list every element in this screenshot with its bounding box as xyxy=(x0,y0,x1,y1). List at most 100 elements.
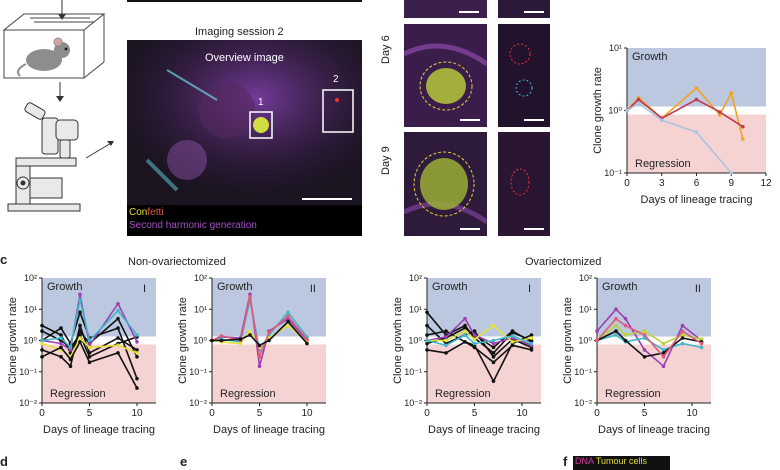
x-axis-label: Days of lineage tracing xyxy=(428,424,540,436)
y-tick-label: 10⁻¹ xyxy=(604,168,622,178)
chart-c-ovx-II: Growth Regression II 10² 10¹ 10⁰ 10⁻¹ 10⁻²0 5 10 D… xyxy=(562,273,711,436)
data-point xyxy=(680,333,685,337)
panel-d-letter: d xyxy=(0,454,8,469)
x-tick-label: 5 xyxy=(257,408,263,419)
growth-band xyxy=(212,278,326,337)
data-point xyxy=(257,343,262,348)
data-point xyxy=(463,340,467,344)
growth-label: Growth xyxy=(632,51,667,63)
data-point xyxy=(623,323,628,328)
data-point xyxy=(699,337,704,342)
y-tick-label: 10² xyxy=(24,273,37,283)
data-point xyxy=(267,330,271,335)
overview-label: Overview image xyxy=(205,52,284,64)
overview-image: Overview image 1 2 Confetti Second harmo… xyxy=(127,40,362,236)
tile-day3-a xyxy=(404,0,487,18)
day6-text: Day 6 xyxy=(380,35,392,64)
data-point xyxy=(78,298,82,302)
data-point xyxy=(729,171,734,175)
data-point xyxy=(444,335,448,339)
data-point xyxy=(680,336,685,340)
chart-c-nonovx-I: Growth Regression I 10² 10¹ 10⁰ 10⁻¹ 10⁻²0 5 10 Da… xyxy=(7,273,156,436)
series-line xyxy=(212,320,308,347)
regression-label: Regression xyxy=(435,388,491,400)
x-tick-label: 10 xyxy=(301,408,313,419)
x-tick-label: 5 xyxy=(642,408,648,419)
panel-f-header: DNA Tumour cells xyxy=(573,456,670,470)
growth-label: Growth xyxy=(217,281,252,293)
non-ovx-title: Non-ovariectomized xyxy=(128,256,226,268)
data-point xyxy=(642,348,647,352)
panel-roman: I xyxy=(143,283,146,295)
data-point xyxy=(699,341,704,346)
panel-roman: II xyxy=(310,283,316,295)
x-tick-label: 0 xyxy=(209,408,215,419)
tile-day3-b xyxy=(498,0,550,18)
data-point xyxy=(257,355,262,359)
y-tick-label: 10⁻¹ xyxy=(189,367,207,377)
data-point xyxy=(219,338,224,343)
data-point xyxy=(78,310,82,315)
data-point xyxy=(642,329,647,333)
region-box-2 xyxy=(322,89,354,133)
y-tick-label: 10¹ xyxy=(579,304,592,314)
data-point xyxy=(491,351,496,355)
data-point xyxy=(642,355,647,359)
y-axis-label: Clone growth rate xyxy=(392,297,404,384)
data-point xyxy=(78,336,82,340)
data-point xyxy=(59,355,63,359)
data-point xyxy=(636,101,641,106)
regression-band xyxy=(212,344,326,403)
y-tick-label: 10⁻¹ xyxy=(404,367,422,377)
data-point xyxy=(491,379,496,383)
f-dna-label: DNA xyxy=(575,456,594,466)
data-point xyxy=(116,316,120,321)
y-tick-label: 10⁰ xyxy=(23,336,37,346)
data-point xyxy=(40,348,44,352)
y-tick-label: 10² xyxy=(409,273,422,283)
growth-label: Growth xyxy=(602,281,637,293)
chart-c-ovx-I: Growth Regression I 10² 10¹ 10⁰ 10⁻¹ 10⁻²0 5 10 Da… xyxy=(392,273,541,436)
x-tick-label: 0 xyxy=(594,408,600,419)
panel-roman: II xyxy=(695,283,701,295)
x-axis-label: Days of lineage tracing xyxy=(43,424,155,436)
x-tick-label: 3 xyxy=(659,178,665,189)
y-axis-label: Clone growth rate xyxy=(592,67,604,154)
panel-f-letter: f xyxy=(563,454,568,469)
data-point xyxy=(623,338,628,343)
x-tick-label: 10 xyxy=(686,408,698,419)
regression-label: Regression xyxy=(50,388,106,400)
data-point xyxy=(135,340,139,344)
regression-band xyxy=(627,114,766,173)
data-point xyxy=(40,355,44,359)
mouse-icon xyxy=(17,37,70,77)
data-point xyxy=(694,97,699,102)
y-tick-label: 10⁰ xyxy=(408,336,422,346)
data-point xyxy=(444,338,448,343)
data-point xyxy=(623,316,628,321)
x-tick-label: 0 xyxy=(424,408,430,419)
y-tick-label: 10⁻² xyxy=(189,398,207,408)
data-point xyxy=(116,326,120,330)
box2-label: 2 xyxy=(333,74,339,85)
data-point xyxy=(305,341,309,346)
y-axis-label: Clone growth rate xyxy=(7,297,19,384)
data-point xyxy=(661,355,666,359)
y-tick-label: 10⁻² xyxy=(404,398,422,408)
data-point xyxy=(59,341,63,346)
growth-band xyxy=(627,48,766,107)
data-point xyxy=(491,360,496,365)
chart-b-right: Growth Regression 10¹ 10⁰ 10⁻¹0 3 6 9 12 Days of … xyxy=(592,43,772,206)
data-point xyxy=(661,341,666,346)
data-point xyxy=(425,348,429,352)
confetti-legend: Confetti xyxy=(129,207,163,218)
data-point xyxy=(135,351,139,355)
tile-day6-clone1 xyxy=(402,24,489,127)
x-tick-label: 12 xyxy=(760,178,772,189)
data-point xyxy=(529,336,534,340)
day9-text: Day 9 xyxy=(380,146,392,175)
data-point xyxy=(40,329,44,333)
data-point xyxy=(248,329,252,333)
data-point xyxy=(491,345,496,350)
y-axis-label: Clone growth rate xyxy=(177,297,189,384)
